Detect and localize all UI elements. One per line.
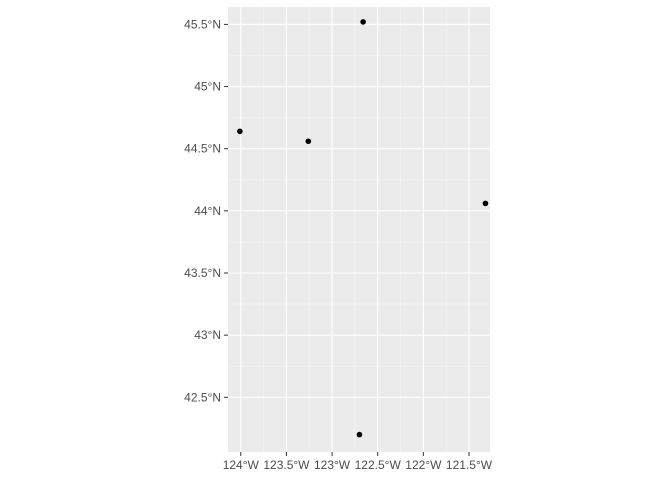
y-tick-label: 45°N <box>194 80 221 94</box>
x-tick-label: 122°W <box>405 458 442 472</box>
data-point <box>482 200 489 207</box>
y-tick-label: 44.5°N <box>184 142 221 156</box>
y-tick-label: 44°N <box>194 204 221 218</box>
x-tick-label: 124°W <box>223 458 260 472</box>
x-axis: 124°W 123.5°W 123°W 122.5°W 122°W 121.5°W <box>223 452 493 472</box>
x-tick-label: 123°W <box>314 458 351 472</box>
y-tick-label: 45.5°N <box>184 17 221 31</box>
data-point <box>360 19 366 25</box>
major-gridlines <box>228 7 490 452</box>
y-tick-label: 43.5°N <box>184 266 221 280</box>
data-points <box>237 19 489 438</box>
data-point <box>305 138 312 145</box>
y-tick-label: 43°N <box>194 328 221 342</box>
data-point <box>237 128 243 135</box>
x-tick-label: 123.5°W <box>263 458 310 472</box>
plot-panel <box>228 7 490 452</box>
x-tick-label: 121.5°W <box>446 458 493 472</box>
x-tick-label: 122.5°W <box>355 458 402 472</box>
y-tick-label: 42.5°N <box>184 390 221 404</box>
data-point <box>356 431 363 438</box>
minor-gridlines <box>228 7 490 452</box>
y-axis: 42.5°N 43°N 43.5°N 44°N 44.5°N 45°N 45.5°N <box>184 17 228 404</box>
